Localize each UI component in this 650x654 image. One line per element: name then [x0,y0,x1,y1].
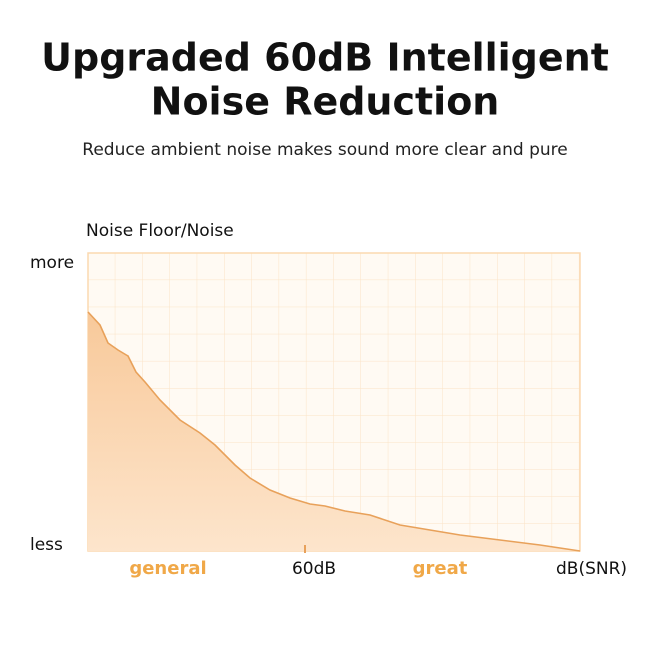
title: Upgraded 60dB Intelligent [41,36,609,80]
x-axis-title: dB(SNR) [556,559,627,579]
y-label: less [30,535,63,555]
x-label: 60dB [292,559,336,579]
curve [87,311,581,552]
x-label: great [413,558,468,579]
y-axis-title: Noise Floor/Noise [86,221,234,241]
curve-area [88,312,580,551]
diagram: Noise Floor/Noise more less general 60dB… [30,221,627,579]
x-label: general [129,558,206,579]
title: Noise Reduction [151,80,500,124]
y-label: more [30,253,74,273]
subtitle: Reduce ambient noise makes sound more cl… [82,140,567,160]
